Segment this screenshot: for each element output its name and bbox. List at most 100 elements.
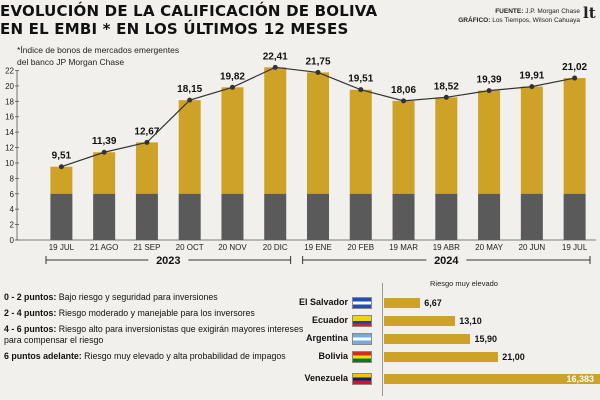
data-label-0: 9,51 <box>52 151 72 162</box>
x-tick-label-12: 19 JUL <box>562 243 588 252</box>
legend-item-0: 0 - 2 puntos: Bajo riesgo y seguridad pa… <box>4 292 218 302</box>
comparison-bar-1 <box>384 316 456 326</box>
bar-base-3 <box>178 193 201 240</box>
y-tick-label: 12 <box>5 144 14 153</box>
point-10 <box>486 88 492 94</box>
data-label-4: 19,82 <box>220 71 245 82</box>
point-3 <box>187 97 193 103</box>
bar-base-2 <box>135 193 158 240</box>
data-label-10: 19,39 <box>477 75 502 86</box>
y-tick-label: 8 <box>10 174 15 183</box>
y-tick-label: 4 <box>10 205 15 214</box>
point-5 <box>272 64 278 70</box>
graphic-value: Los Tiempos, Wilson Cahuaya <box>492 17 580 24</box>
bar-5 <box>264 67 287 194</box>
source-value: J.P. Morgan Chase <box>525 8 580 15</box>
venezuela-flag-icon <box>352 373 372 385</box>
data-label-11: 19,91 <box>519 71 544 82</box>
bar-10 <box>478 90 501 194</box>
bolivia-flag-icon <box>352 351 372 363</box>
data-label-3: 18,15 <box>177 84 202 95</box>
bar-base-6 <box>307 193 329 240</box>
legend-item-2: 4 - 6 puntos: Riesgo alto para inversion… <box>4 324 304 345</box>
x-tick-label-5: 20 DIC <box>263 243 288 252</box>
data-label-5: 22,41 <box>263 51 288 62</box>
y-tick-label: 14 <box>5 128 14 137</box>
point-9 <box>443 94 449 100</box>
country-label: Venezuela <box>304 373 348 383</box>
source-label: FUENTE: <box>495 8 524 15</box>
bar-6 <box>307 72 329 194</box>
comparison-row-4: Venezuela 16,383 <box>290 372 600 386</box>
y-tick-label: 6 <box>10 190 15 199</box>
comparison-heading: Riesgo muy elevado <box>430 279 498 288</box>
chart-note: *Índice de bonos de mercados emergentes … <box>17 44 237 68</box>
data-label-12: 21,02 <box>562 62 587 73</box>
comparison-value-0: 6,67 <box>424 298 442 308</box>
bar-base-8 <box>392 193 415 240</box>
bar-base-9 <box>435 193 458 240</box>
x-tick-label-10: 20 MAY <box>475 243 504 252</box>
x-tick-label-0: 19 JUL <box>49 243 75 252</box>
y-tick-label: 22 <box>5 67 14 76</box>
y-tick-label: 0 <box>10 236 15 245</box>
country-label: El Salvador <box>298 297 348 307</box>
bar-base-4 <box>221 193 244 240</box>
chart-title: EVOLUCIÓN DE LA CALIFICACIÓN DE BOLIVA E… <box>0 2 470 38</box>
data-label-9: 18,52 <box>434 81 459 92</box>
legend-item-1: 2 - 4 puntos: Riesgo moderado y manejabl… <box>4 308 255 318</box>
comparison-row-2: Argentina 15,90 <box>290 332 600 346</box>
bar-3 <box>178 100 201 194</box>
comparison-row-3: Bolivia 21,00 <box>290 350 600 364</box>
country-label: Ecuador <box>311 315 348 325</box>
comparison-bar-4 <box>384 374 600 384</box>
bar-12 <box>563 78 586 194</box>
section-divider <box>382 283 383 396</box>
title-line-1: EVOLUCIÓN DE LA CALIFICACIÓN DE BOLIVA <box>0 2 378 20</box>
x-tick-label-3: 20 OCT <box>176 243 204 252</box>
bar-11 <box>520 86 543 194</box>
bar-4 <box>221 87 244 194</box>
legend-item-3: 6 puntos adelante: Riesgo muy elevado y … <box>4 351 286 361</box>
bar-base-7 <box>349 193 372 240</box>
data-label-6: 21,75 <box>305 56 330 67</box>
bar-2 <box>135 142 158 194</box>
bar-1 <box>93 152 116 194</box>
comparison-value-1: 13,10 <box>459 316 482 326</box>
x-tick-label-9: 19 ABR <box>433 243 460 252</box>
bar-base-10 <box>478 193 501 240</box>
note-line-2: del banco JP Morgan Chase <box>17 57 125 67</box>
point-8 <box>401 98 407 104</box>
embi-bar-chart: 0 2 4 6 8 10 12 14 16 18 20 22 9,51 19 JUL 11,39 21 AGO… <box>5 51 596 267</box>
country-label: Bolivia <box>318 351 348 361</box>
point-4 <box>229 84 235 90</box>
comparison-bar-0 <box>384 298 421 308</box>
bar-base-0 <box>50 193 73 240</box>
bar-9 <box>435 97 458 194</box>
argentina-flag-icon <box>352 333 372 345</box>
source-block: FUENTE: J.P. Morgan Chase GRÁFICO: Los T… <box>430 7 580 25</box>
y-tick-label: 20 <box>5 82 14 91</box>
year-label-bg <box>148 253 189 266</box>
x-tick-label-2: 21 SEP <box>133 243 160 252</box>
data-label-2: 12,67 <box>134 126 159 137</box>
y-tick-label: 16 <box>5 113 14 122</box>
risk-legend: 0 - 2 puntos: Bajo riesgo y seguridad pa… <box>4 292 304 367</box>
point-1 <box>101 149 107 155</box>
year-label-1: 2024 <box>434 255 459 267</box>
x-tick-label-1: 21 AGO <box>90 243 118 252</box>
bar-base-5 <box>264 193 287 240</box>
title-line-2: EN EL EMBI * EN LOS ÚLTIMOS 12 MESES <box>0 20 349 38</box>
note-line-1: *Índice de bonos de mercados emergentes <box>17 45 180 55</box>
data-label-7: 19,51 <box>348 74 373 85</box>
country-label: Argentina <box>305 333 348 343</box>
bar-8 <box>392 100 415 194</box>
comparison-value-4: 16,383 <box>566 374 594 384</box>
comparison-bar-2 <box>384 334 471 344</box>
comparison-bar-3 <box>384 352 499 362</box>
x-tick-label-7: 20 FEB <box>347 243 374 252</box>
bar-0 <box>50 166 73 194</box>
bar-base-11 <box>520 193 543 240</box>
point-0 <box>58 164 64 170</box>
point-6 <box>315 69 321 75</box>
